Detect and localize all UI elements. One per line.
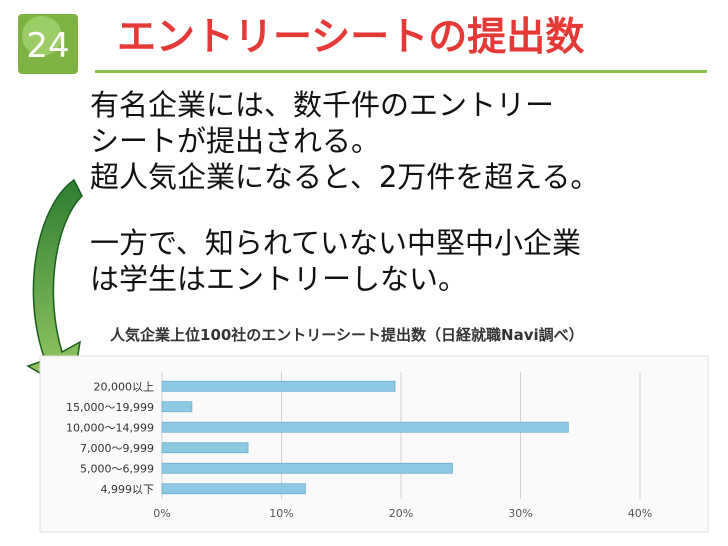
category-label: 15,000〜19,999 [66, 401, 154, 414]
badge-circle-decoration [22, 16, 62, 56]
bar [161, 462, 453, 474]
bar [161, 380, 396, 392]
slide-number: 24 [26, 26, 70, 66]
x-tick-label: 10% [269, 507, 293, 520]
bar [161, 483, 306, 495]
x-tick-label: 30% [508, 507, 532, 520]
category-label: 4,999以下 [101, 483, 155, 496]
category-label: 7,000〜9,999 [80, 442, 154, 455]
chart-container: 人気企業上位100社のエントリーシート提出数（日経就職Navi調べ） 20,00… [18, 318, 716, 538]
category-label: 10,000〜14,999 [66, 421, 154, 434]
category-label: 5,000〜6,999 [80, 462, 154, 475]
body-line-4: 一方で、知られていない中堅中小企業 [90, 226, 581, 260]
bar [161, 401, 193, 413]
x-tick-label: 0% [153, 507, 170, 520]
body-line-1: 有名企業には、数千件のエントリー [90, 88, 555, 122]
body-line-3: 超人気企業になると、2万件を超える。 [90, 160, 600, 194]
chart-title: 人気企業上位100社のエントリーシート提出数（日経就職Navi調べ） [110, 326, 584, 344]
bar [161, 442, 249, 454]
body-line-2: シートが提出される。 [90, 124, 381, 158]
body-line-5: は学生はエントリーしない。 [90, 262, 468, 296]
bar-chart: 人気企業上位100社のエントリーシート提出数（日経就職Navi調べ） 20,00… [39, 326, 709, 533]
slide-number-badge: 24 [18, 14, 78, 74]
x-tick-label: 20% [389, 507, 413, 520]
x-tick-label: 40% [628, 507, 652, 520]
category-label: 20,000以上 [94, 380, 155, 393]
slide-title: エントリーシートの提出数 [117, 15, 585, 60]
bar [161, 421, 569, 433]
title-underline [95, 70, 707, 73]
